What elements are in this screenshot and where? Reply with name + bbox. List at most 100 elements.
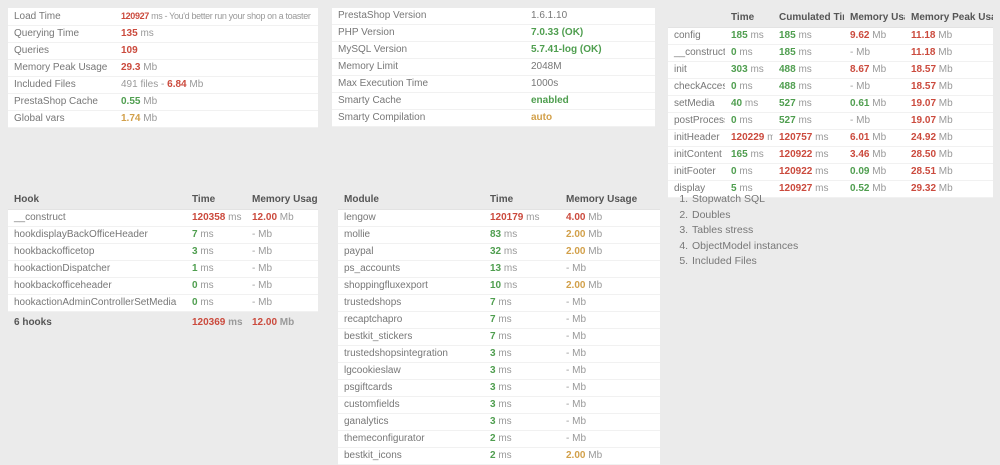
profiler-nav-list: Stopwatch SQLDoublesTables stressObjectM… <box>676 192 798 270</box>
table-cell: ganalytics <box>338 413 484 431</box>
value-segment: Mb <box>869 64 887 75</box>
table-cell: 120757 ms <box>773 129 844 147</box>
value-segment: ms <box>495 416 512 427</box>
table-cell: 2.00 Mb <box>560 447 660 465</box>
value-segment: - Mb <box>566 416 586 427</box>
value-segment: ms <box>197 280 214 291</box>
table-cell: 11.18 Mb <box>905 44 993 62</box>
value-segment: 120358 <box>192 212 226 223</box>
table-cell: checkAccess <box>668 78 725 96</box>
value-segment: ms <box>495 297 512 308</box>
value-segment: Smarty Compilation <box>338 112 426 123</box>
table-row: PrestaShop Version 1.6.1.10 <box>332 8 655 25</box>
table-cell: auto <box>525 109 655 127</box>
table-cell: 28.50 Mb <box>905 146 993 164</box>
value-segment: config <box>674 30 701 41</box>
table-cell: 1.6.1.10 <box>525 8 655 25</box>
value-segment: ms <box>736 115 753 126</box>
table-row: ps_accounts 13 ms - Mb <box>338 260 660 278</box>
column-header: Cumulated Time <box>773 8 844 28</box>
value-segment: Memory Peak Usage <box>14 62 108 73</box>
table-row: lgcookieslaw 3 ms - Mb <box>338 362 660 380</box>
value-segment: 120179 <box>490 212 524 223</box>
table-cell: - Mb <box>246 294 318 312</box>
table-cell: init <box>668 61 725 79</box>
table-cell: 527 ms <box>773 112 844 130</box>
table-cell: 4.00 Mb <box>560 209 660 227</box>
value-segment: 2 <box>490 433 496 444</box>
table-cell: bestkit_stickers <box>338 328 484 346</box>
column-header <box>668 8 725 28</box>
value-segment: Mb <box>140 113 158 124</box>
column-header: Memory Usage <box>246 190 318 210</box>
table-cell: 9.62 Mb <box>844 27 905 45</box>
value-segment: ms <box>495 450 512 461</box>
profiler-nav-item[interactable]: Stopwatch SQL <box>691 192 798 208</box>
table-cell: lgcookieslaw <box>338 362 484 380</box>
value-segment: enabled <box>531 95 569 106</box>
table-cell: PHP Version <box>332 24 525 42</box>
value-segment: ms <box>742 98 759 109</box>
modules-table: Module Time Memory Usage lengow 120179 ms 4.0… <box>338 190 660 465</box>
value-segment: __construct <box>14 212 66 223</box>
value-segment: 19.07 <box>911 98 937 109</box>
value-segment: ms <box>736 47 753 58</box>
value-segment: ms <box>495 382 512 393</box>
value-segment: 1.6.1.10 <box>531 10 568 21</box>
value-segment: Mb <box>936 115 953 126</box>
table-cell: 0.52 Mb <box>844 180 905 198</box>
value-segment: 2.00 <box>566 280 586 291</box>
value-segment: 28.51 <box>911 166 937 177</box>
value-segment: ms <box>137 28 154 39</box>
table-cell: 120358 ms <box>186 209 246 227</box>
value-segment: hookactionAdminControllerSetMedia <box>14 297 177 308</box>
column-header: Hook <box>8 190 186 210</box>
table-cell: 2.00 Mb <box>560 226 660 244</box>
table-cell: 491 files - 6.84 Mb <box>115 76 318 94</box>
value-segment: Max Execution Time <box>338 78 429 89</box>
profiler-nav-item[interactable]: Doubles <box>691 208 798 224</box>
table-cell: 120927 ms <box>773 180 844 198</box>
value-segment: ms <box>495 365 512 376</box>
value-segment: 0 <box>731 47 737 58</box>
value-segment: 7 <box>490 331 496 342</box>
table-cell: display <box>668 180 725 198</box>
table-cell: 2048M <box>525 58 655 76</box>
value-segment: Mb <box>140 62 158 73</box>
table-cell: psgiftcards <box>338 379 484 397</box>
table-cell: 1 ms <box>186 260 246 278</box>
value-segment: 109 <box>121 45 138 56</box>
table-row: psgiftcards 3 ms - Mb <box>338 379 660 397</box>
profiler-nav-item[interactable]: ObjectModel instances <box>691 239 798 255</box>
value-segment: postProcess <box>674 115 725 126</box>
table-row: __construct 120358 ms 12.00 Mb <box>8 209 318 227</box>
table-cell: 3 ms <box>484 345 560 363</box>
table-row: Global vars 1.74 Mb <box>8 110 318 128</box>
table-row: ganalytics 3 ms - Mb <box>338 413 660 431</box>
value-segment: ms - You'd better run your shop on a toa… <box>148 11 311 21</box>
column-header: Module <box>338 190 484 210</box>
table-row: config 185 ms 185 ms 9.62 Mb 11.18 Mb <box>668 27 993 45</box>
value-segment: 120927 <box>121 11 149 21</box>
value-segment: initFooter <box>674 166 716 177</box>
column-header: Time <box>725 8 773 28</box>
value-segment: psgiftcards <box>344 382 393 393</box>
value-segment: 13 <box>490 263 502 274</box>
table-cell: themeconfigurator <box>338 430 484 448</box>
table-cell: 2 ms <box>484 430 560 448</box>
value-segment: Querying Time <box>14 28 80 39</box>
value-segment: Mb <box>585 246 603 257</box>
table-cell: 1000s <box>525 75 655 93</box>
value-segment: ms <box>747 64 764 75</box>
table-cell: 120922 ms <box>773 146 844 164</box>
value-segment: 8.67 <box>850 64 870 75</box>
value-segment: - Mb <box>566 382 586 393</box>
value-segment: Mb <box>936 132 953 143</box>
table-row: hookbackofficetop 3 ms - Mb <box>8 243 318 261</box>
profiler-nav-item[interactable]: Included Files <box>691 254 798 270</box>
value-segment: 0 <box>731 81 737 92</box>
profiler-nav-item[interactable]: Tables stress <box>691 223 798 239</box>
table-cell: initFooter <box>668 163 725 181</box>
